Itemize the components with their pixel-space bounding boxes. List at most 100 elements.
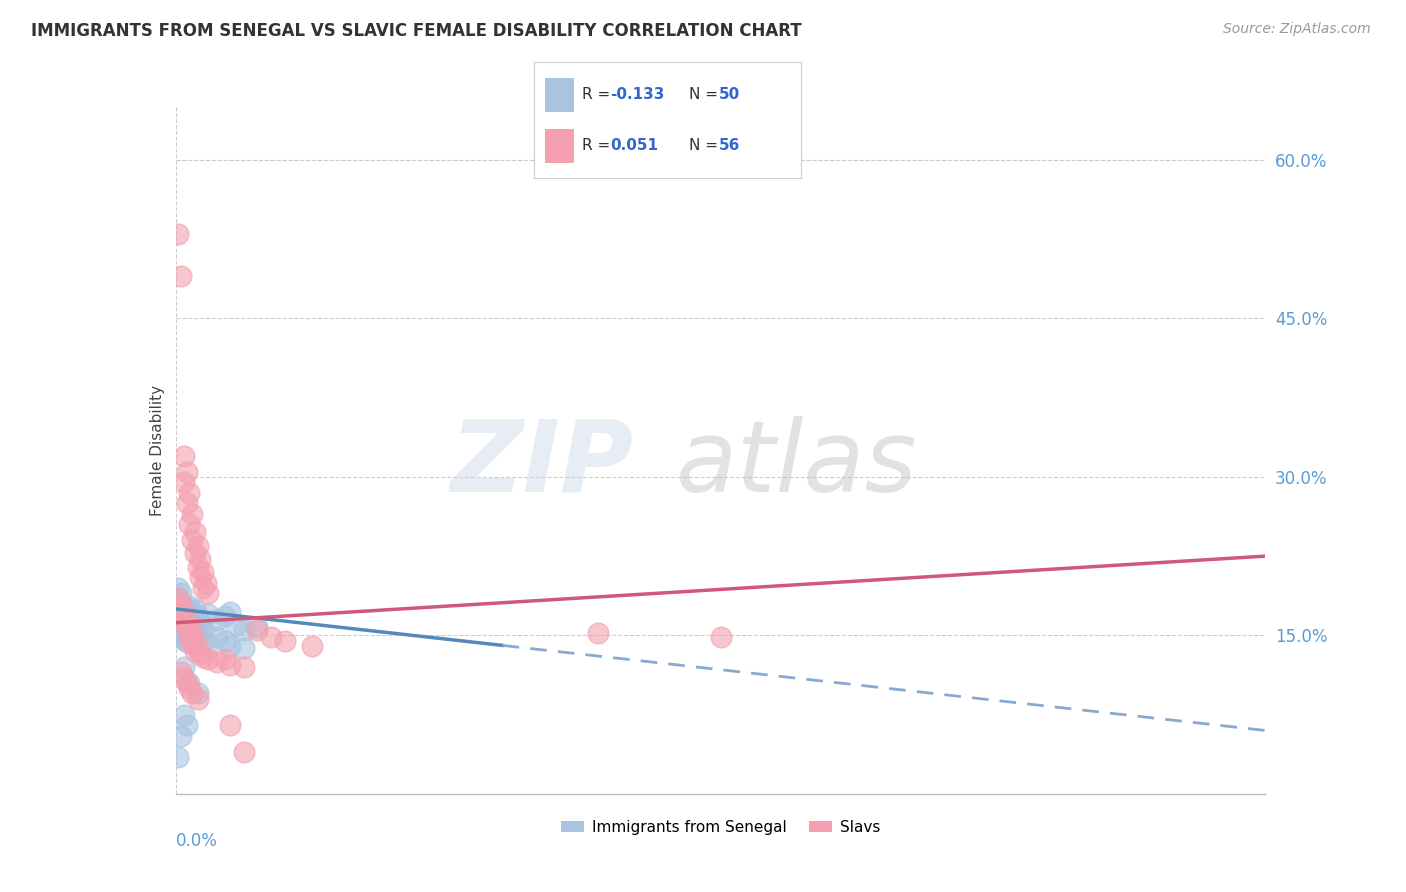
Point — [232, 641, 254, 656]
Point — [197, 586, 219, 600]
Point — [179, 676, 201, 690]
Point — [181, 686, 204, 700]
Point — [170, 597, 193, 611]
Point — [170, 269, 193, 284]
Point — [176, 676, 198, 690]
Text: N =: N = — [689, 87, 723, 103]
Text: R =: R = — [582, 138, 616, 153]
Point — [170, 594, 193, 608]
Point — [181, 637, 204, 651]
Point — [167, 591, 190, 606]
Point — [173, 475, 195, 490]
Point — [181, 507, 204, 521]
Point — [184, 524, 207, 539]
Text: ZIP: ZIP — [450, 416, 633, 513]
Point — [167, 628, 190, 642]
Point — [176, 718, 198, 732]
Point — [179, 613, 201, 627]
Text: 0.051: 0.051 — [610, 138, 658, 153]
Point — [301, 639, 323, 653]
Point — [184, 620, 207, 634]
Point — [205, 631, 228, 645]
Point — [170, 622, 193, 636]
Point — [184, 546, 207, 560]
Point — [167, 227, 190, 241]
Point — [179, 631, 201, 645]
Point — [170, 729, 193, 743]
Text: N =: N = — [689, 138, 723, 153]
Point — [197, 651, 219, 665]
Text: 50: 50 — [718, 87, 740, 103]
Point — [188, 615, 211, 630]
Legend: Immigrants from Senegal, Slavs: Immigrants from Senegal, Slavs — [555, 814, 886, 841]
Point — [176, 623, 198, 637]
Point — [173, 660, 195, 674]
Point — [225, 617, 247, 632]
Point — [173, 599, 195, 613]
Point — [186, 641, 209, 656]
Point — [191, 633, 214, 648]
Text: -0.133: -0.133 — [610, 87, 665, 103]
Point — [188, 552, 211, 566]
Point — [176, 613, 198, 627]
Point — [191, 649, 214, 664]
Point — [246, 620, 269, 634]
Point — [173, 607, 195, 622]
Point — [179, 517, 201, 532]
Point — [232, 623, 254, 637]
Point — [205, 655, 228, 669]
Point — [167, 602, 190, 616]
Text: R =: R = — [582, 87, 616, 103]
Point — [181, 617, 204, 632]
Point — [186, 626, 209, 640]
Point — [167, 620, 190, 634]
Point — [219, 639, 242, 653]
Point — [586, 626, 609, 640]
Point — [173, 615, 195, 630]
Point — [179, 620, 201, 634]
Point — [173, 671, 195, 685]
Point — [176, 617, 198, 632]
Point — [260, 631, 283, 645]
Point — [170, 665, 193, 680]
Point — [167, 602, 190, 616]
Point — [191, 581, 214, 595]
Point — [191, 565, 214, 579]
Point — [194, 575, 217, 590]
Text: IMMIGRANTS FROM SENEGAL VS SLAVIC FEMALE DISABILITY CORRELATION CHART: IMMIGRANTS FROM SENEGAL VS SLAVIC FEMALE… — [31, 22, 801, 40]
Point — [181, 626, 204, 640]
Point — [246, 623, 269, 637]
Point — [186, 686, 209, 700]
Point — [176, 634, 198, 648]
Point — [710, 631, 733, 645]
Point — [179, 485, 201, 500]
Bar — [546, 128, 575, 163]
Point — [188, 570, 211, 584]
Point — [173, 707, 195, 722]
Point — [184, 633, 207, 648]
Point — [219, 657, 242, 672]
Point — [184, 602, 207, 616]
Point — [181, 605, 204, 619]
Point — [186, 609, 209, 624]
Point — [184, 644, 207, 658]
Point — [205, 613, 228, 627]
Text: 56: 56 — [718, 138, 740, 153]
Bar — [546, 78, 575, 112]
Point — [197, 637, 219, 651]
Point — [170, 613, 193, 627]
Point — [170, 586, 193, 600]
Point — [173, 449, 195, 463]
Point — [214, 609, 236, 624]
Point — [219, 718, 242, 732]
Point — [167, 750, 190, 764]
Point — [167, 591, 190, 606]
Y-axis label: Female Disability: Female Disability — [149, 384, 165, 516]
Point — [186, 539, 209, 553]
Text: atlas: atlas — [676, 416, 918, 513]
Point — [274, 633, 297, 648]
Point — [176, 465, 198, 479]
Point — [167, 609, 190, 624]
Point — [188, 648, 211, 662]
Point — [173, 615, 195, 630]
